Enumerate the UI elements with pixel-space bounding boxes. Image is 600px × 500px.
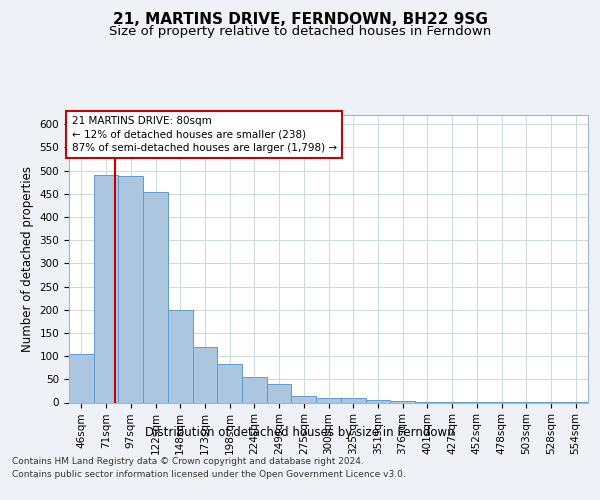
Bar xyxy=(217,364,242,403)
Bar xyxy=(365,400,390,402)
Text: Size of property relative to detached houses in Ferndown: Size of property relative to detached ho… xyxy=(109,25,491,38)
Text: Contains public sector information licensed under the Open Government Licence v3: Contains public sector information licen… xyxy=(12,470,406,479)
Bar xyxy=(292,396,316,402)
Bar xyxy=(168,310,193,402)
Text: Distribution of detached houses by size in Ferndown: Distribution of detached houses by size … xyxy=(145,426,455,439)
Bar xyxy=(341,398,365,402)
Text: 21, MARTINS DRIVE, FERNDOWN, BH22 9SG: 21, MARTINS DRIVE, FERNDOWN, BH22 9SG xyxy=(113,12,487,28)
Bar xyxy=(143,192,168,402)
Bar xyxy=(242,377,267,402)
Bar xyxy=(316,398,341,402)
Bar xyxy=(69,354,94,403)
Y-axis label: Number of detached properties: Number of detached properties xyxy=(21,166,34,352)
Bar xyxy=(94,176,118,402)
Text: Contains HM Land Registry data © Crown copyright and database right 2024.: Contains HM Land Registry data © Crown c… xyxy=(12,458,364,466)
Bar xyxy=(267,384,292,402)
Bar xyxy=(193,347,217,403)
Bar xyxy=(118,176,143,402)
Bar xyxy=(390,401,415,402)
Text: 21 MARTINS DRIVE: 80sqm
← 12% of detached houses are smaller (238)
87% of semi-d: 21 MARTINS DRIVE: 80sqm ← 12% of detache… xyxy=(71,116,337,153)
